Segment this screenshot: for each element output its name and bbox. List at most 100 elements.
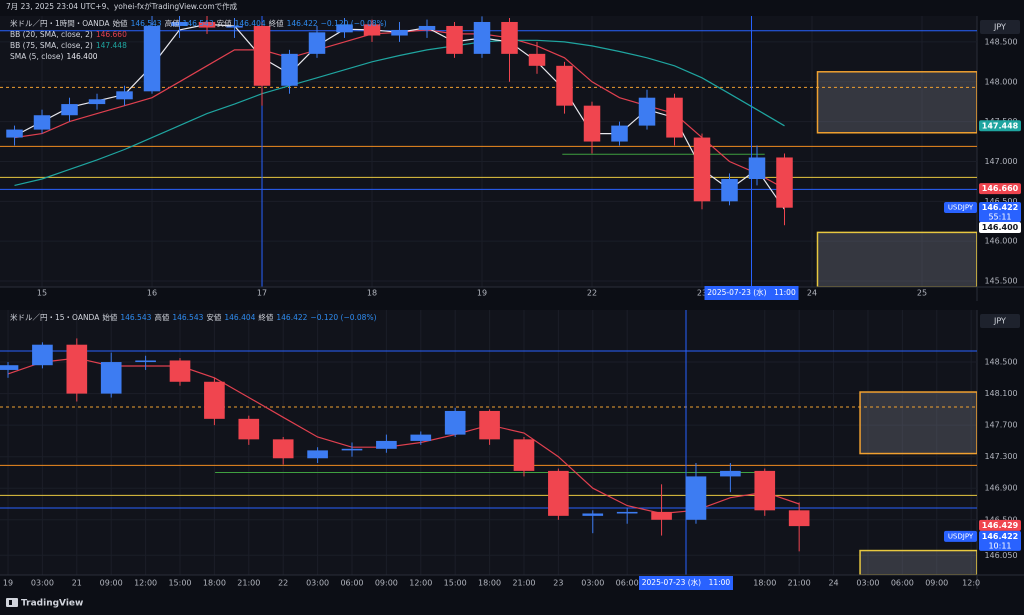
zone-box (859, 549, 977, 575)
price-label: 146.422 (982, 532, 1018, 541)
x-tick-label: 15:00 (168, 579, 191, 588)
y-tick-label: 146.500 (984, 197, 1017, 206)
price-label-box (979, 202, 1021, 223)
y-tick-label: 146.900 (984, 484, 1017, 493)
x-tick-label: 21:00 (237, 579, 260, 588)
y-tick-label: 147.000 (984, 157, 1017, 166)
y-tick-label: 147.300 (984, 452, 1017, 461)
x-tick-label: 18:00 (478, 579, 501, 588)
candle-body (66, 344, 88, 394)
candle-body (548, 470, 569, 516)
x-tick-label: 03:00 (306, 579, 329, 588)
candle-body (748, 157, 766, 179)
candle-body (376, 440, 397, 449)
candle-body (307, 450, 328, 459)
currency-box (980, 20, 1020, 34)
y-tick-label: 148.500 (984, 358, 1017, 367)
x-tick-label: 18:00 (203, 579, 226, 588)
legend-ohlc-label: 高値 (154, 312, 169, 322)
crosshair-label-box (638, 576, 733, 590)
candle-body (238, 418, 260, 440)
x-tick-label: 09:00 (375, 579, 398, 588)
candle-body (651, 511, 672, 520)
candle-body (776, 157, 793, 208)
candle-body (308, 32, 326, 54)
x-tick-label: 16 (147, 289, 157, 298)
crosshair-label: 2025-07-23 (水) 11:00 (642, 577, 731, 587)
candle-body (616, 511, 638, 514)
plot-area (0, 310, 977, 575)
legend-entry: BB (75, SMA, close, 2) (10, 41, 93, 50)
y-tick-label: 148.100 (984, 389, 1017, 398)
panel-background (0, 310, 977, 575)
x-tick-label: 15 (37, 289, 47, 298)
candle-body (226, 25, 243, 28)
legend-ohlc-value: 146.422 (276, 313, 307, 322)
candle-body (444, 410, 466, 435)
candle-body (666, 97, 683, 138)
candle-body (204, 381, 225, 419)
candle-body (473, 21, 491, 54)
x-tick-label: 18:00 (753, 579, 776, 588)
x-tick-label: 21:00 (512, 579, 535, 588)
candle-body (363, 24, 381, 36)
x-tick-label: 06:00 (616, 579, 639, 588)
x-tick-label: 09:00 (925, 579, 948, 588)
x-tick-label: 21 (72, 579, 82, 588)
x-tick-label: 23 (697, 289, 707, 298)
y-tick-label: 146.500 (984, 515, 1017, 524)
candle-body (116, 91, 133, 100)
x-tick-label: 03:00 (856, 579, 879, 588)
header: 7月 23, 2025 23:04 UTC+9、yohei-fxがTrading… (6, 1, 238, 11)
candle-body (788, 510, 810, 527)
y-tick-label: 148.000 (984, 77, 1017, 86)
candle-body (32, 344, 53, 366)
candle-body (479, 410, 500, 440)
x-tick-label: 12:0 (962, 579, 980, 588)
price-label: 146.422 (982, 203, 1018, 212)
countdown: 10:11 (988, 541, 1011, 550)
price-label: 146.660 (982, 184, 1019, 193)
legend-ohlc-label: 始値 (113, 18, 128, 28)
candle-body (583, 105, 601, 142)
candle-body (685, 476, 707, 520)
y-tick-label: 145.500 (984, 277, 1017, 286)
x-tick-label: 15:00 (444, 579, 467, 588)
legend-ohlc-label: 終値 (258, 312, 273, 322)
candle-body (693, 137, 711, 202)
symbol-label: USDJPY (948, 204, 974, 212)
candle-body (33, 115, 51, 130)
x-tick-label: 12:00 (409, 579, 432, 588)
candle-body (611, 125, 628, 142)
price-label: 146.400 (982, 223, 1019, 232)
x-tick-label: 06:00 (891, 579, 914, 588)
y-tick-label: 148.500 (984, 37, 1017, 46)
candle-body (582, 513, 604, 516)
x-tick-label: 17 (257, 289, 267, 298)
panel-background (0, 16, 977, 287)
legend-ohlc-label: 高値 (165, 18, 180, 28)
x-tick-label: 18 (367, 289, 377, 298)
candle-body (169, 360, 191, 382)
x-tick-label: 19 (3, 579, 13, 588)
candle-body (754, 470, 776, 511)
currency-box (980, 314, 1020, 328)
legend-ohlc-value: 146.543 (183, 19, 214, 28)
countdown: 55:11 (988, 213, 1011, 222)
candle-body (341, 448, 363, 451)
candle-body (61, 104, 78, 116)
legend-ohlc-value: 146.404 (224, 313, 255, 322)
x-tick-label: 12:00 (134, 579, 157, 588)
legend-ohlc-value: 146.543 (172, 313, 203, 322)
price-label: 147.448 (982, 121, 1019, 130)
legend-ohlc-label: 終値 (269, 18, 284, 28)
legend-change: −0.120 (−0.08%) (310, 313, 376, 322)
x-tick-label: 03:00 (581, 579, 604, 588)
currency: JPY (993, 23, 1006, 32)
x-tick-label: 09:00 (100, 579, 123, 588)
legend-entry: BB (20, SMA, close, 2) (10, 30, 93, 39)
legend-ohlc-label: 安値 (217, 18, 232, 28)
candle-body (88, 99, 106, 105)
price-label-box (979, 183, 1021, 195)
candle-body (721, 178, 738, 202)
